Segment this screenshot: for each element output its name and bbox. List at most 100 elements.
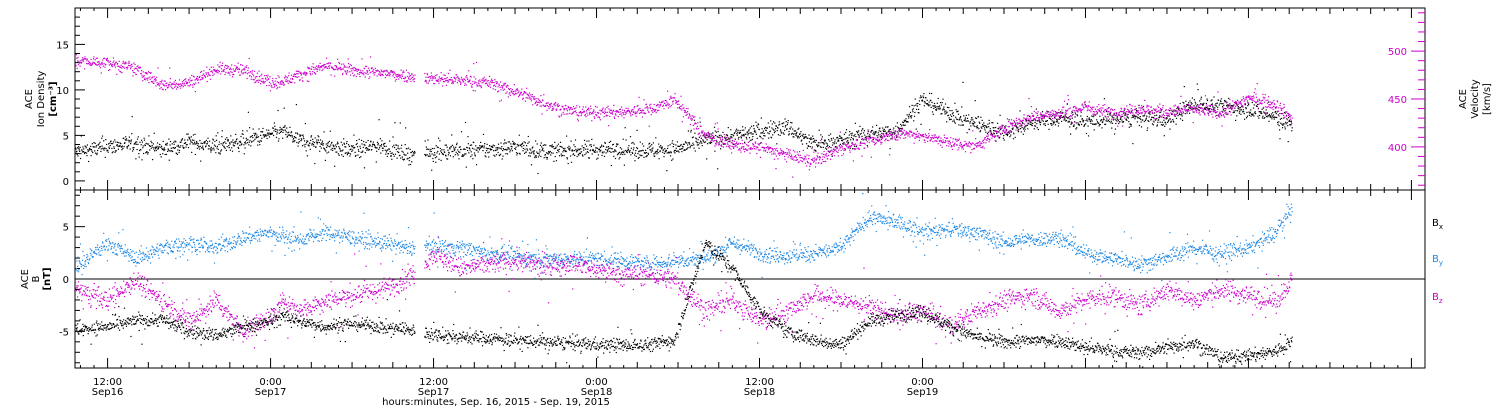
density-series-point bbox=[1183, 102, 1185, 104]
density-series-point bbox=[546, 152, 548, 154]
density-series-point bbox=[383, 144, 385, 146]
velocity-series-point bbox=[214, 70, 216, 72]
velocity-series-point bbox=[508, 88, 510, 90]
velocity-series-point bbox=[261, 73, 263, 75]
density-series-point bbox=[770, 137, 773, 139]
velocity-series-point bbox=[219, 66, 221, 68]
density-series-point bbox=[769, 130, 771, 132]
velocity-series-point bbox=[93, 56, 95, 58]
velocity-series-point bbox=[680, 108, 682, 110]
density-series-point bbox=[290, 135, 292, 137]
density-series-point bbox=[1156, 114, 1158, 116]
density-series-point bbox=[989, 128, 991, 130]
density-series-point bbox=[1215, 105, 1217, 107]
density-series-point bbox=[1103, 98, 1105, 100]
density-series-point bbox=[592, 148, 594, 151]
velocity-series-point bbox=[252, 73, 254, 75]
density-series-point bbox=[880, 130, 882, 132]
velocity-series-point bbox=[130, 68, 132, 70]
density-series-point bbox=[687, 147, 689, 149]
density-series-point bbox=[709, 133, 711, 135]
velocity-series-point bbox=[82, 59, 84, 61]
density-series-point bbox=[273, 134, 275, 137]
density-series-point bbox=[306, 141, 308, 144]
density-series-point bbox=[552, 146, 554, 148]
density-series-point bbox=[850, 139, 852, 141]
velocity-series-point bbox=[656, 110, 658, 112]
density-series-point bbox=[1082, 121, 1084, 123]
velocity-series-point bbox=[183, 84, 185, 86]
velocity-series-point bbox=[350, 74, 352, 76]
density-series-point bbox=[737, 138, 740, 140]
velocity-series-point bbox=[465, 76, 467, 78]
density-series-point bbox=[370, 140, 372, 142]
velocity-series-point bbox=[238, 67, 240, 70]
velocity-series-point bbox=[274, 85, 276, 87]
density-series-point bbox=[1056, 121, 1059, 123]
velocity-series-point bbox=[206, 80, 208, 83]
velocity-series-point bbox=[369, 76, 371, 78]
velocity-series-point bbox=[472, 89, 474, 92]
density-series-point bbox=[973, 121, 975, 123]
density-series-point bbox=[1121, 119, 1123, 121]
velocity-series-point bbox=[557, 105, 559, 107]
density-series-point bbox=[797, 137, 799, 139]
density-series-point bbox=[172, 150, 174, 153]
velocity-series-point bbox=[184, 84, 186, 87]
velocity-series-point bbox=[509, 94, 511, 96]
density-series-point bbox=[538, 154, 540, 156]
density-series-point bbox=[933, 105, 935, 107]
density-series-point bbox=[290, 132, 292, 134]
velocity-series-point bbox=[382, 71, 384, 73]
velocity-series-point bbox=[604, 108, 606, 110]
density-series-point bbox=[939, 108, 941, 110]
density-series-point bbox=[278, 138, 280, 140]
velocity-series-point bbox=[109, 60, 111, 62]
density-series-point bbox=[636, 148, 639, 150]
velocity-series-point bbox=[106, 57, 108, 59]
density-series-point bbox=[742, 126, 744, 128]
density-series-point bbox=[177, 149, 179, 151]
density-series-point bbox=[1055, 121, 1057, 123]
velocity-series-point bbox=[445, 84, 447, 86]
density-series-point bbox=[561, 155, 563, 157]
velocity-series-point bbox=[311, 66, 313, 68]
density-series-point bbox=[901, 127, 903, 129]
velocity-series-point bbox=[441, 78, 443, 80]
density-series-point bbox=[530, 152, 532, 154]
velocity-series-point bbox=[445, 80, 447, 82]
density-series-point bbox=[930, 100, 932, 102]
velocity-series-point bbox=[294, 75, 296, 78]
density-series-point bbox=[137, 143, 139, 145]
density-series-point bbox=[1112, 117, 1114, 119]
density-series-point bbox=[604, 141, 606, 144]
density-series-point bbox=[592, 150, 595, 152]
velocity-series-point bbox=[150, 80, 152, 83]
density-series-point bbox=[249, 136, 251, 138]
velocity-series-point bbox=[105, 58, 107, 60]
velocity-series-point bbox=[618, 111, 620, 113]
density-series-point bbox=[806, 147, 808, 149]
density-series-point bbox=[888, 129, 890, 131]
velocity-series-point bbox=[279, 86, 281, 88]
density-series-point bbox=[996, 135, 998, 137]
velocity-series-point bbox=[566, 110, 568, 112]
velocity-series-point bbox=[279, 83, 281, 85]
density-series-point bbox=[365, 141, 367, 143]
density-series-point bbox=[969, 122, 971, 124]
velocity-series-point bbox=[484, 79, 486, 81]
velocity-series-point bbox=[84, 68, 86, 70]
density-series-point bbox=[978, 128, 980, 130]
density-series-point bbox=[807, 137, 809, 139]
velocity-series-point bbox=[176, 88, 178, 90]
density-series-point bbox=[116, 144, 118, 146]
density-series-point bbox=[1054, 124, 1057, 126]
density-series-point bbox=[538, 152, 540, 154]
velocity-series-point bbox=[327, 67, 329, 69]
density-series-point bbox=[568, 148, 570, 150]
density-series-point bbox=[683, 143, 685, 145]
velocity-series-point bbox=[379, 75, 381, 77]
density-series-point bbox=[118, 142, 120, 144]
velocity-series-point bbox=[506, 86, 508, 88]
density-series-point bbox=[275, 129, 277, 131]
